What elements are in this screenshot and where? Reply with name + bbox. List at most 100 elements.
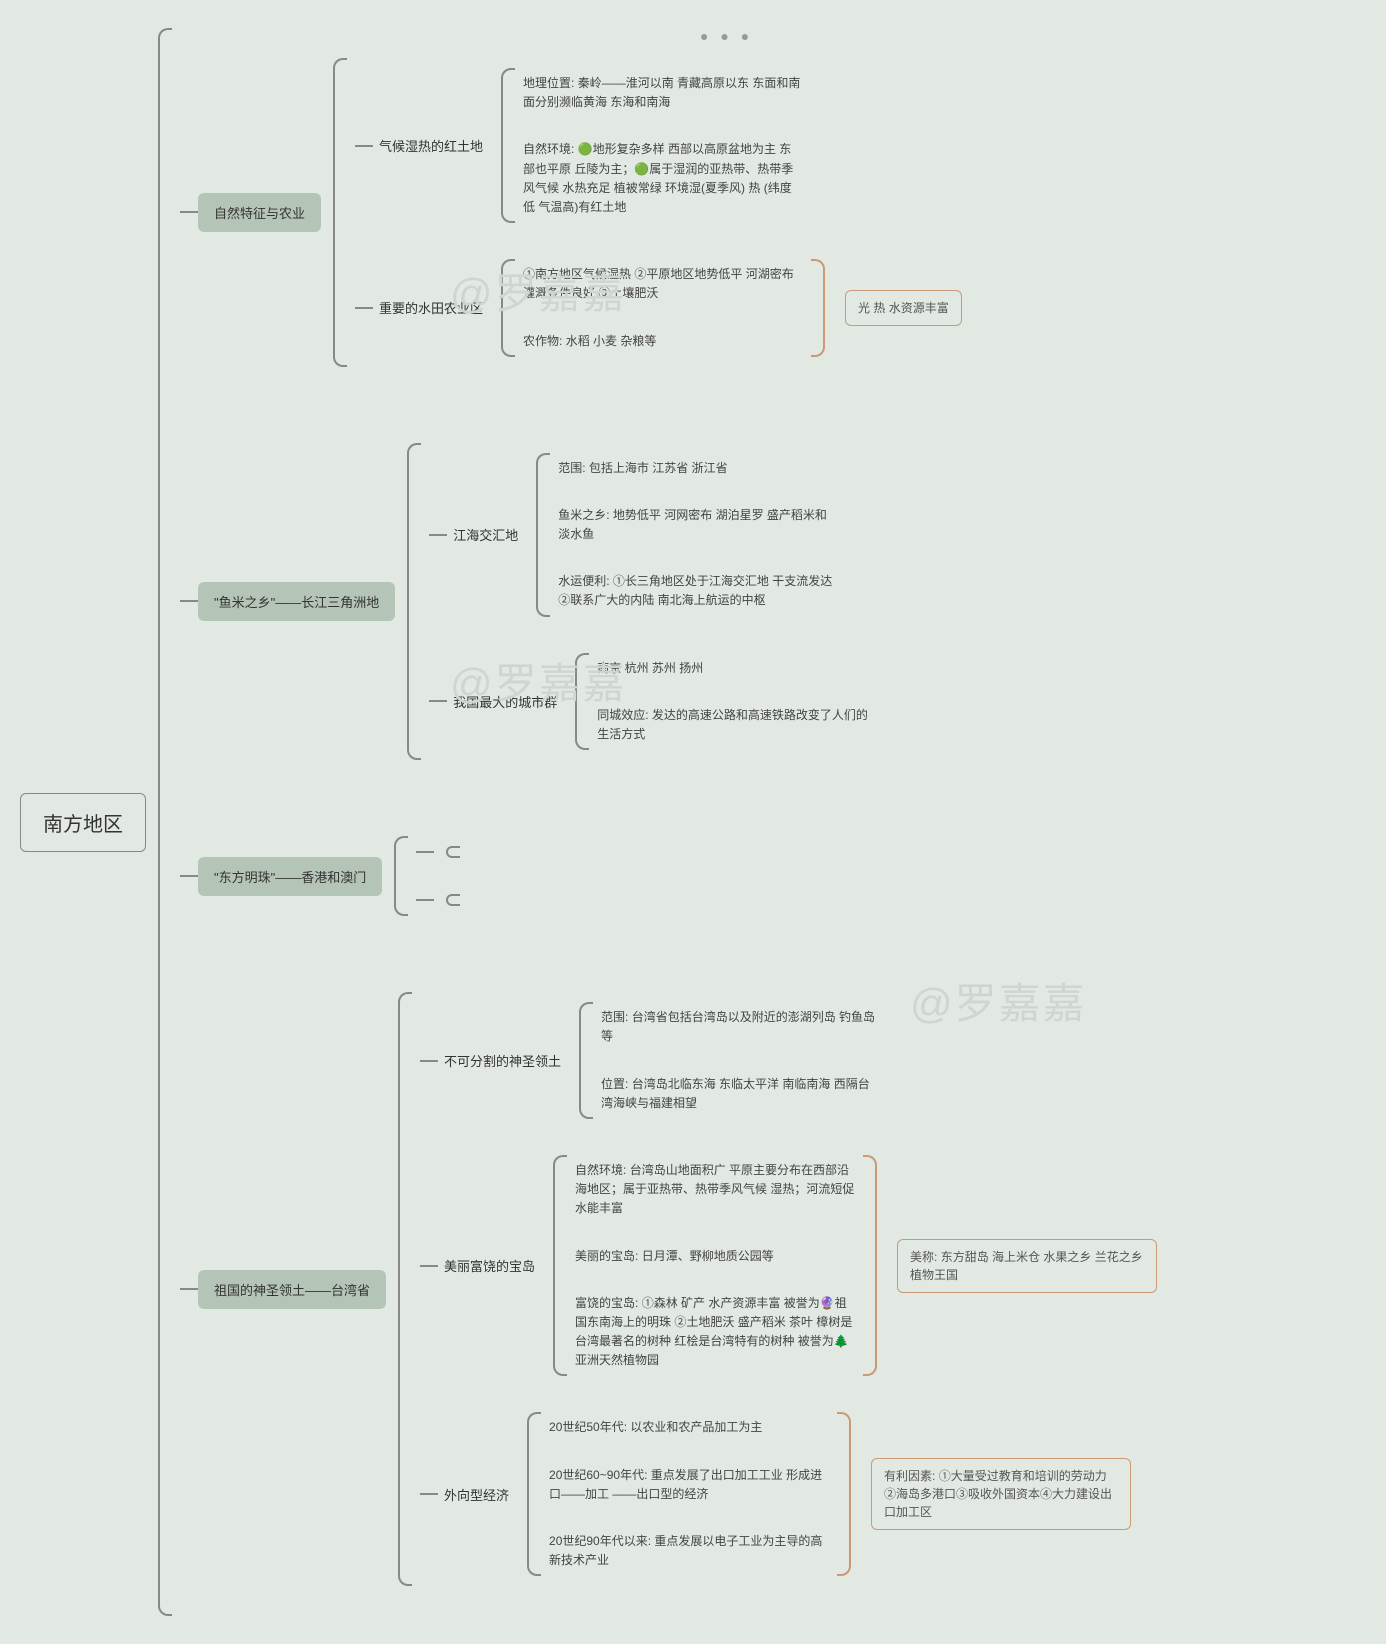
- sub-label[interactable]: 美丽富饶的宝岛: [438, 1256, 541, 1275]
- aside-note: 光 热 水资源丰富: [845, 290, 962, 326]
- branch-node[interactable]: "鱼米之乡"——长江三角洲地: [198, 582, 395, 621]
- leaf-text: 自然环境: 🟢地形复杂多样 西部以高原盆地为主 东部也平原 丘陵为主；🟢属于湿润…: [523, 136, 803, 221]
- leaf-text: 范围: 包括上海市 江苏省 浙江省: [558, 455, 727, 482]
- leaf-row: 20世纪60~90年代: 重点发展了出口加工工业 形成进口——加工 ——出口型的…: [549, 1462, 829, 1508]
- branch-row: "鱼米之乡"——长江三角洲地 江海交汇地 范围: 包括上海市 江苏省 浙江省鱼米之乡…: [180, 435, 1157, 769]
- leaf-text: ①南方地区气候湿热 ②平原地区地势低平 河湖密布 灌溉条件良好 ③土壤肥沃: [523, 261, 803, 307]
- bracket: [527, 1412, 541, 1576]
- sub-label[interactable]: 我国最大的城市群: [447, 692, 563, 711]
- leaf-text: 农作物: 水稻 小麦 杂粮等: [523, 328, 656, 355]
- leaf-text: 鱼米之乡: 地势低平 河网密布 湖泊星罗 盛产稻米和淡水鱼: [558, 502, 838, 548]
- branch-node[interactable]: 自然特征与农业: [198, 193, 321, 232]
- leaf-children: 南京 杭州 苏州 扬州同城效应: 发达的高速公路和高速铁路改变了人们的生活方式: [597, 645, 877, 759]
- connector: [416, 899, 434, 901]
- leaf-row: 自然环境: 台湾岛山地面积广 平原主要分布在西部沿海地区；属于亚热带、热带季风气…: [575, 1157, 855, 1223]
- leaf-row: 南京 杭州 苏州 扬州: [597, 655, 877, 682]
- bracket: [398, 992, 412, 1586]
- bracket: [501, 68, 515, 223]
- bracket: [333, 58, 347, 367]
- root-node[interactable]: 南方地区: [20, 793, 146, 852]
- connector: [355, 145, 373, 147]
- sub-row: 不可分割的神圣领土 范围: 台湾省包括台湾岛以及附近的澎湖列岛 钓鱼岛等位置: 台…: [420, 994, 1157, 1127]
- menu-dots: ● ● ●: [700, 28, 753, 44]
- leaf-text: 范围: 台湾省包括台湾岛以及附近的澎湖列岛 钓鱼岛等: [601, 1004, 881, 1050]
- bracket: [536, 453, 550, 617]
- bracket-right: [837, 1412, 851, 1576]
- leaf-row: 自然环境: 🟢地形复杂多样 西部以高原盆地为主 东部也平原 丘陵为主；🟢属于湿润…: [523, 136, 803, 221]
- sub-children: 江海交汇地 范围: 包括上海市 江苏省 浙江省鱼米之乡: 地势低平 河网密布 湖泊…: [429, 435, 877, 769]
- branch-row: 自然特征与农业 气候湿热的红土地 地理位置: 秦岭——淮河以南 青藏高原以东 东面和…: [180, 50, 1157, 375]
- sub-row: 我国最大的城市群 南京 杭州 苏州 扬州同城效应: 发达的高速公路和高速铁路改变了…: [429, 645, 877, 759]
- leaf-row: 鱼米之乡: 地势低平 河网密布 湖泊星罗 盛产稻米和淡水鱼: [558, 502, 838, 548]
- connector: [429, 534, 447, 536]
- leaf-text: 南京 杭州 苏州 扬州: [597, 655, 703, 682]
- sub-row: [416, 838, 468, 866]
- sub-children: 气候湿热的红土地 地理位置: 秦岭——淮河以南 青藏高原以东 东面和南面分别濒临黄…: [355, 50, 962, 375]
- sub-label[interactable]: 气候湿热的红土地: [373, 136, 489, 155]
- leaf-text: 位置: 台湾岛北临东海 东临太平洋 南临南海 西隔台湾海峡与福建相望: [601, 1071, 881, 1117]
- sub-label[interactable]: 外向型经济: [438, 1485, 515, 1504]
- leaf-row: 农作物: 水稻 小麦 杂粮等: [523, 328, 803, 355]
- bracket: [579, 1002, 593, 1119]
- leaf-text: 美丽的宝岛: 日月潭、野柳地质公园等: [575, 1243, 774, 1270]
- bracket-right: [811, 259, 825, 357]
- bracket: [394, 836, 408, 916]
- bracket: [501, 259, 515, 357]
- bracket-right: [863, 1155, 877, 1377]
- sub-children: [416, 828, 468, 924]
- connector: [180, 875, 198, 877]
- bracket: [446, 894, 460, 906]
- bracket: [158, 28, 172, 1616]
- leaf-row: 同城效应: 发达的高速公路和高速铁路改变了人们的生活方式: [597, 702, 877, 748]
- connector: [180, 600, 198, 602]
- leaf-text: 20世纪60~90年代: 重点发展了出口加工工业 形成进口——加工 ——出口型的…: [549, 1462, 829, 1508]
- connector: [180, 1288, 198, 1290]
- sub-label[interactable]: 重要的水田农业区: [373, 298, 489, 317]
- connector: [420, 1493, 438, 1495]
- connector: [180, 211, 198, 213]
- leaf-text: 20世纪90年代以来: 重点发展以电子工业为主导的高新技术产业: [549, 1528, 829, 1574]
- bracket: [446, 846, 460, 858]
- sub-label[interactable]: 江海交汇地: [447, 525, 524, 544]
- leaf-text: 同城效应: 发达的高速公路和高速铁路改变了人们的生活方式: [597, 702, 877, 748]
- leaf-row: 水运便利: ①长三角地区处于江海交汇地 干支流发达 ②联系广大的内陆 南北海上航…: [558, 568, 838, 614]
- leaf-row: 位置: 台湾岛北临东海 东临太平洋 南临南海 西隔台湾海峡与福建相望: [601, 1071, 881, 1117]
- bracket: [553, 1155, 567, 1377]
- sub-row: 气候湿热的红土地 地理位置: 秦岭——淮河以南 青藏高原以东 东面和南面分别濒临黄…: [355, 60, 962, 231]
- sub-row: [416, 886, 468, 914]
- leaf-text: 富饶的宝岛: ①森林 矿产 水产资源丰富 被誉为🔮祖国东南海上的明珠 ②土地肥沃…: [575, 1290, 855, 1375]
- leaf-children: 范围: 台湾省包括台湾岛以及附近的澎湖列岛 钓鱼岛等位置: 台湾岛北临东海 东临…: [601, 994, 881, 1127]
- leaf-row: 富饶的宝岛: ①森林 矿产 水产资源丰富 被誉为🔮祖国东南海上的明珠 ②土地肥沃…: [575, 1290, 855, 1375]
- leaf-row: 美丽的宝岛: 日月潭、野柳地质公园等: [575, 1243, 855, 1270]
- connector: [420, 1265, 438, 1267]
- leaf-children: 20世纪50年代: 以农业和农产品加工为主 20世纪60~90年代: 重点发展了出…: [549, 1404, 829, 1584]
- leaf-text: 水运便利: ①长三角地区处于江海交汇地 干支流发达 ②联系广大的内陆 南北海上航…: [558, 568, 838, 614]
- leaf-row: 范围: 包括上海市 江苏省 浙江省: [558, 455, 838, 482]
- connector: [420, 1060, 438, 1062]
- sub-row: 江海交汇地 范围: 包括上海市 江苏省 浙江省鱼米之乡: 地势低平 河网密布 湖泊…: [429, 445, 877, 625]
- leaf-children: ①南方地区气候湿热 ②平原地区地势低平 河湖密布 灌溉条件良好 ③土壤肥沃农作物…: [523, 251, 803, 365]
- leaf-text: 地理位置: 秦岭——淮河以南 青藏高原以东 东面和南面分别濒临黄海 东海和南海: [523, 70, 803, 116]
- branch-node[interactable]: 祖国的神圣领土——台湾省: [198, 1270, 386, 1309]
- branch-node[interactable]: "东方明珠"——香港和澳门: [198, 857, 382, 896]
- sub-row: 外向型经济 20世纪50年代: 以农业和农产品加工为主 20世纪60~90年代: 重…: [420, 1404, 1157, 1584]
- aside-note: 美称: 东方甜岛 海上米仓 水果之乡 兰花之乡 植物王国: [897, 1239, 1157, 1293]
- leaf-row: 20世纪50年代: 以农业和农产品加工为主: [549, 1414, 829, 1441]
- bracket: [575, 653, 589, 751]
- leaf-row: ①南方地区气候湿热 ②平原地区地势低平 河湖密布 灌溉条件良好 ③土壤肥沃: [523, 261, 803, 307]
- leaf-text: 20世纪50年代: 以农业和农产品加工为主: [549, 1414, 762, 1441]
- leaf-row: 范围: 台湾省包括台湾岛以及附近的澎湖列岛 钓鱼岛等: [601, 1004, 881, 1050]
- main-children: 自然特征与农业 气候湿热的红土地 地理位置: 秦岭——淮河以南 青藏高原以东 东面和…: [180, 20, 1157, 1624]
- sub-label[interactable]: 不可分割的神圣领土: [438, 1051, 567, 1070]
- sub-row: 美丽富饶的宝岛 自然环境: 台湾岛山地面积广 平原主要分布在西部沿海地区；属于亚热…: [420, 1147, 1157, 1385]
- branch-row: "东方明珠"——香港和澳门: [180, 828, 1157, 924]
- leaf-text: 自然环境: 台湾岛山地面积广 平原主要分布在西部沿海地区；属于亚热带、热带季风气…: [575, 1157, 855, 1223]
- aside-note: 有利因素: ①大量受过教育和培训的劳动力②海岛多港口③吸收外国资本④大力建设出口…: [871, 1458, 1131, 1530]
- bracket: [407, 443, 421, 761]
- connector: [416, 851, 434, 853]
- sub-children: 不可分割的神圣领土 范围: 台湾省包括台湾岛以及附近的澎湖列岛 钓鱼岛等位置: 台…: [420, 984, 1157, 1594]
- leaf-children: 自然环境: 台湾岛山地面积广 平原主要分布在西部沿海地区；属于亚热带、热带季风气…: [575, 1147, 855, 1385]
- connector: [355, 307, 373, 309]
- leaf-children: 地理位置: 秦岭——淮河以南 青藏高原以东 东面和南面分别濒临黄海 东海和南海自…: [523, 60, 803, 231]
- leaf-row: 20世纪90年代以来: 重点发展以电子工业为主导的高新技术产业: [549, 1528, 829, 1574]
